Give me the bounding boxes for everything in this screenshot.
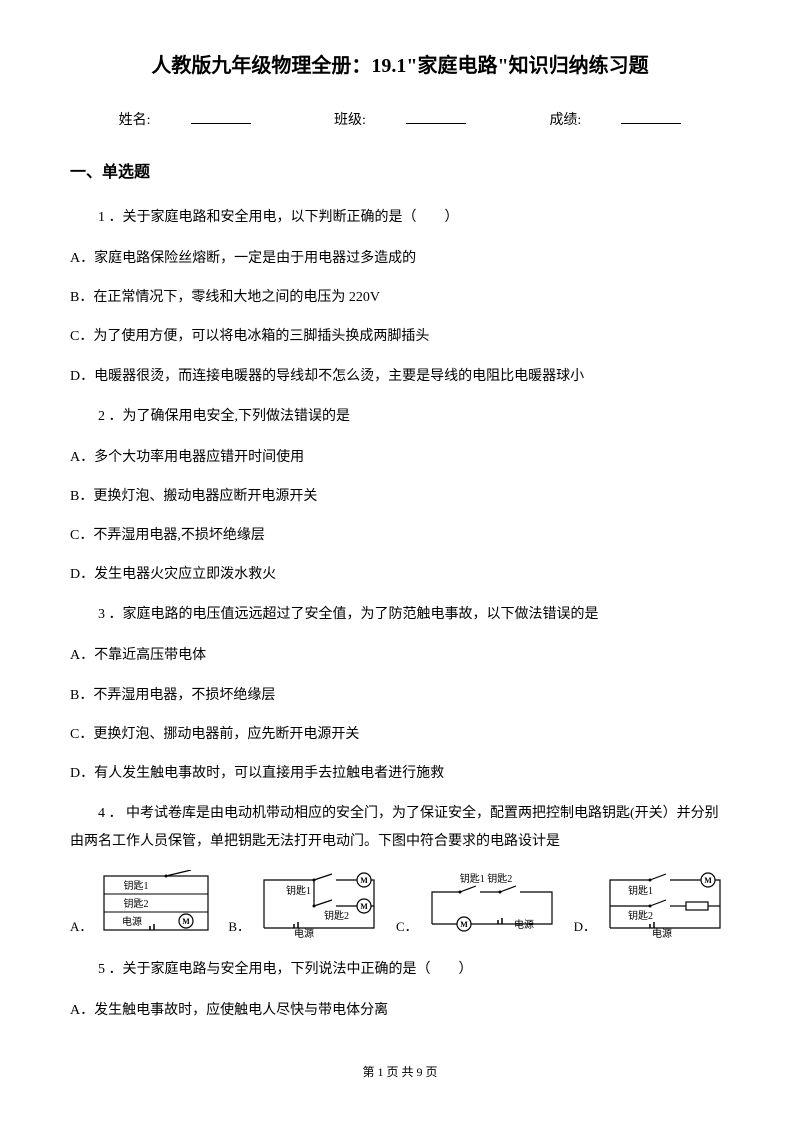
question-stem: 4 ． 中考试卷库是由电动机带动相应的安全门，为了保证安全，配置两把控制电路钥匙… bbox=[70, 800, 730, 856]
name-label: 姓名: bbox=[99, 113, 271, 128]
circuit-option-a: A． 钥匙1 钥匙2 电源 M bbox=[70, 870, 216, 938]
option-label: B． bbox=[228, 917, 250, 938]
svg-text:电源: 电源 bbox=[652, 927, 672, 938]
circuit-option-b: B． 钥匙1 钥匙2 M M 电源 bbox=[228, 870, 384, 938]
page-footer: 第 1 页 共 9 页 bbox=[70, 1063, 730, 1082]
svg-text:钥匙1: 钥匙1 bbox=[286, 884, 311, 897]
circuit-diagram-icon: M 钥匙1 钥匙2 电源 bbox=[600, 870, 730, 938]
option-d: D．发生电器火灾应立即泼水救火 bbox=[70, 562, 730, 587]
option-label: D． bbox=[574, 917, 596, 938]
option-b: B．在正常情况下，零线和大地之间的电压为 220V bbox=[70, 285, 730, 310]
option-label: C． bbox=[396, 917, 418, 938]
option-c: C．不弄湿用电器,不损坏绝缘层 bbox=[70, 523, 730, 548]
svg-text:M: M bbox=[183, 917, 191, 926]
option-c: C．为了使用方便，可以将电冰箱的三脚插头换成两脚插头 bbox=[70, 324, 730, 349]
circuit-diagram-icon: 钥匙1 钥匙2 M M 电源 bbox=[254, 870, 384, 938]
option-a: A．多个大功率用电器应错开时间使用 bbox=[70, 445, 730, 470]
question-stem: 5 ．关于家庭电路与安全用电，下列说法中正确的是（ ） bbox=[70, 956, 730, 984]
option-d: D．电暖器很烫，而连接电暖器的导线却不怎么烫，主要是导线的电阻比电暖器球小 bbox=[70, 364, 730, 389]
svg-text:电源: 电源 bbox=[122, 915, 142, 928]
page-title: 人教版九年级物理全册：19.1"家庭电路"知识归纳练习题 bbox=[70, 50, 730, 82]
svg-text:钥匙2: 钥匙2 bbox=[124, 897, 149, 910]
student-info-line: 姓名: 班级: 成绩: bbox=[70, 110, 730, 132]
option-c: C．更换灯泡、挪动电器前，应先断开电源开关 bbox=[70, 722, 730, 747]
svg-text:钥匙1: 钥匙1 bbox=[124, 879, 149, 892]
svg-text:M: M bbox=[704, 876, 712, 885]
svg-text:钥匙2: 钥匙2 bbox=[324, 909, 349, 922]
score-label: 成绩: bbox=[529, 113, 701, 128]
option-b: B．更换灯泡、搬动电器应断开电源开关 bbox=[70, 484, 730, 509]
svg-text:M: M bbox=[360, 902, 368, 911]
svg-text:电源: 电源 bbox=[514, 918, 534, 931]
circuit-option-d: D． M 钥匙1 钥匙2 电源 bbox=[574, 870, 730, 938]
svg-text:电源: 电源 bbox=[294, 927, 314, 938]
circuit-options-row: A． 钥匙1 钥匙2 电源 M B． 钥匙1 bbox=[70, 870, 730, 938]
option-d: D．有人发生触电事故时，可以直接用手去拉触电者进行施救 bbox=[70, 761, 730, 786]
option-a: A．不靠近高压带电体 bbox=[70, 643, 730, 668]
svg-text:M: M bbox=[460, 920, 468, 929]
svg-text:钥匙1: 钥匙1 bbox=[628, 884, 653, 897]
svg-text:钥匙2: 钥匙2 bbox=[628, 909, 653, 922]
question-stem: 1 ．关于家庭电路和安全用电，以下判断正确的是（ ） bbox=[70, 204, 730, 232]
option-a: A．发生触电事故时，应使触电人尽快与带电体分离 bbox=[70, 998, 730, 1023]
question-stem: 2 ．为了确保用电安全,下列做法错误的是 bbox=[70, 403, 730, 431]
section-heading: 一、单选题 bbox=[70, 160, 730, 186]
question-stem: 3 ．家庭电路的电压值远远超过了安全值，为了防范触电事故，以下做法错误的是 bbox=[70, 601, 730, 629]
option-a: A．家庭电路保险丝熔断，一定是由于用电器过多造成的 bbox=[70, 246, 730, 271]
circuit-option-c: C． 钥匙1 钥匙2 M 电源 bbox=[396, 870, 562, 938]
circuit-diagram-icon: 钥匙1 钥匙2 电源 M bbox=[96, 870, 216, 938]
circuit-diagram-icon: 钥匙1 钥匙2 M 电源 bbox=[422, 870, 562, 938]
svg-text:M: M bbox=[360, 876, 368, 885]
svg-text:钥匙1 钥匙2: 钥匙1 钥匙2 bbox=[459, 872, 512, 885]
class-label: 班级: bbox=[314, 113, 486, 128]
option-b: B．不弄湿用电器，不损坏绝缘层 bbox=[70, 683, 730, 708]
option-label: A． bbox=[70, 917, 92, 938]
